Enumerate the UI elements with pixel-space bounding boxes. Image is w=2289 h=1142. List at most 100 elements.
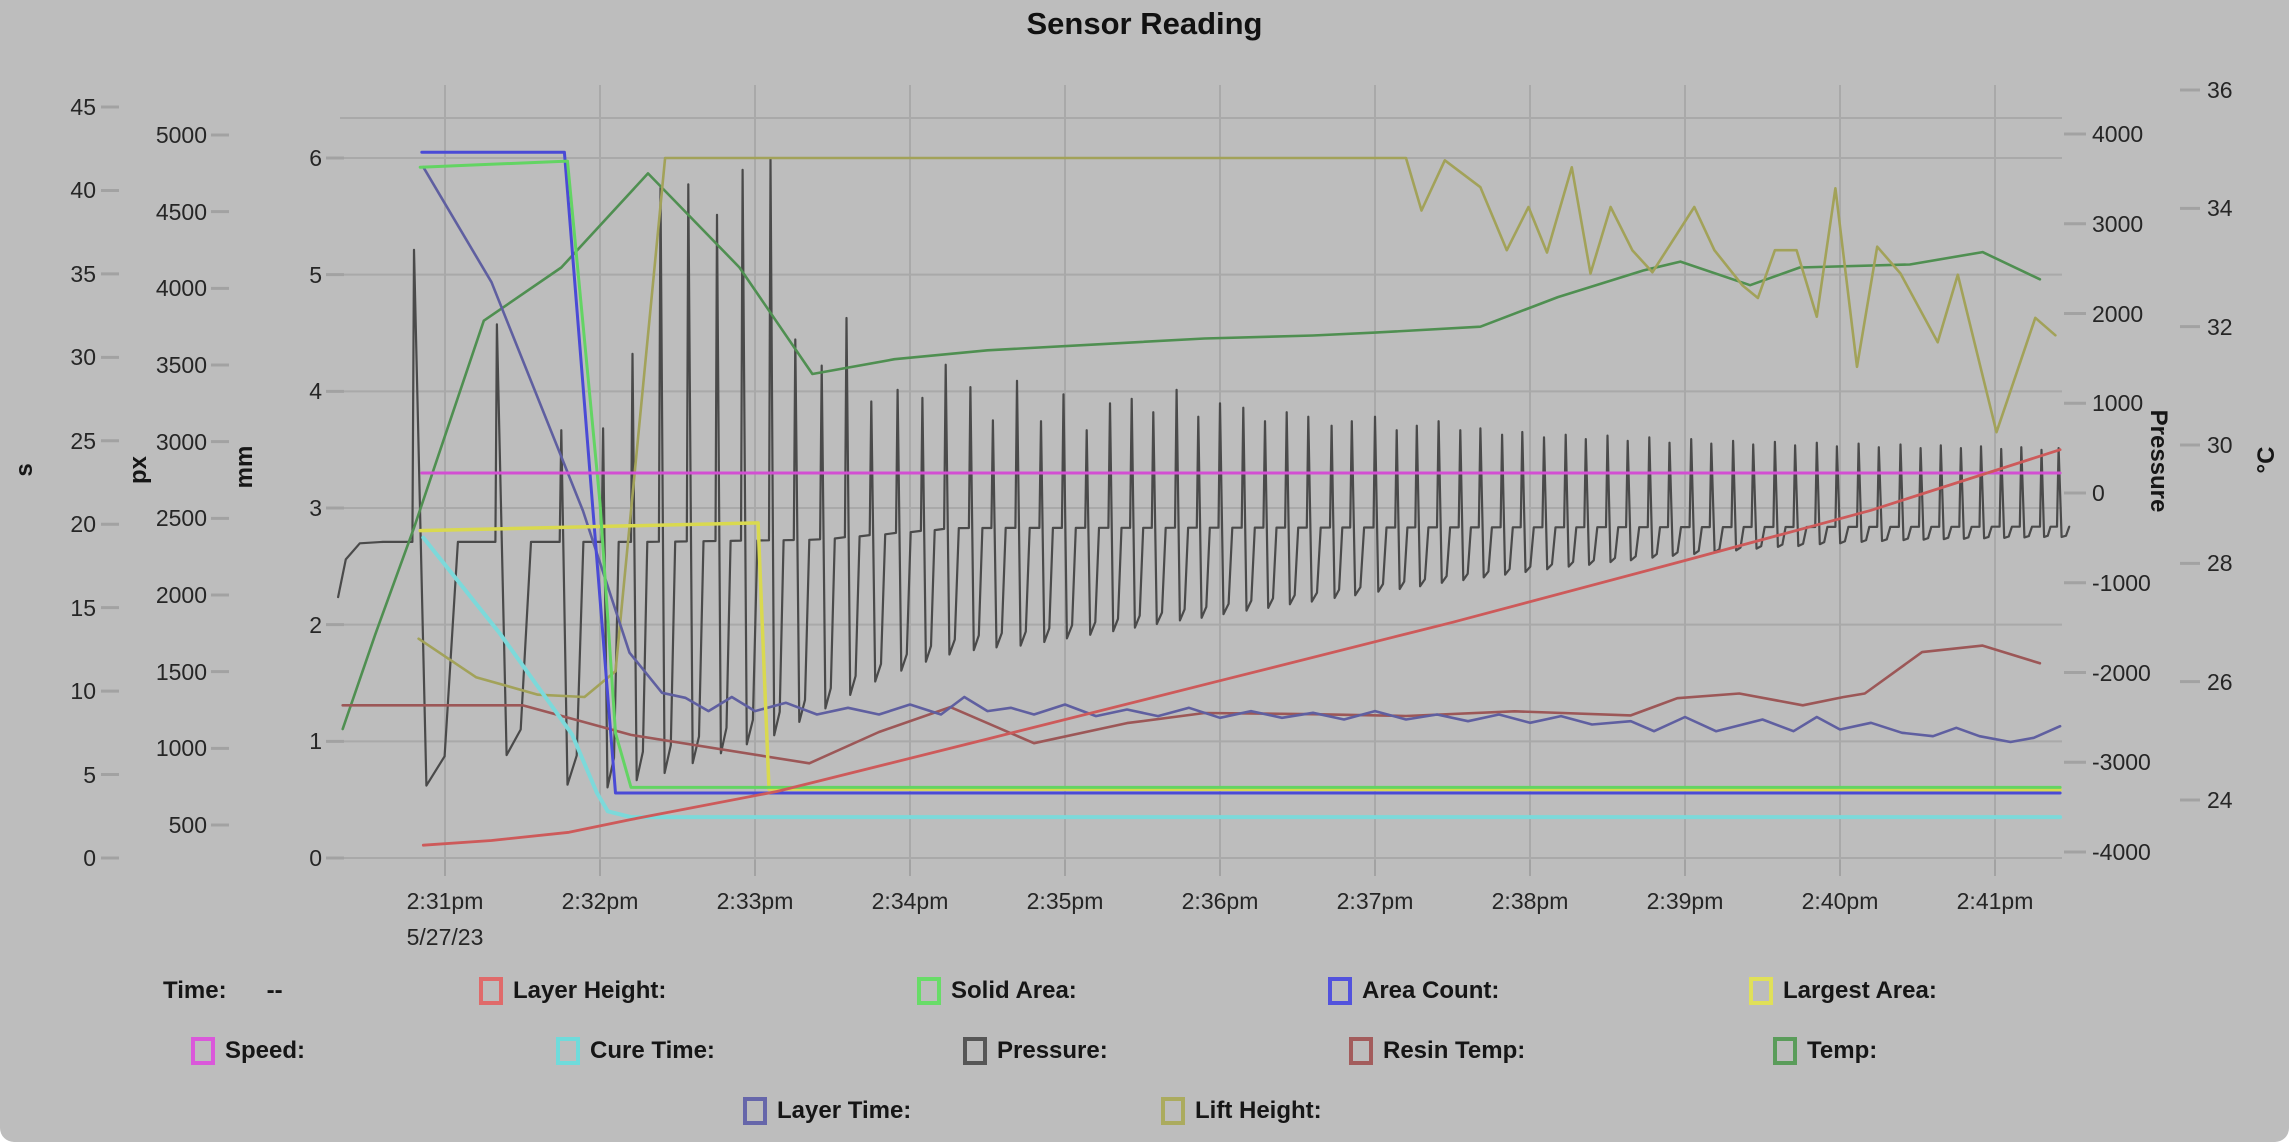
y-tick-label-pressure: -4000 [2092, 839, 2151, 865]
legend-item-largest_area[interactable]: Largest Area: [1749, 976, 1937, 1006]
y-tick-label-pressure: 3000 [2092, 210, 2144, 237]
y-tick-label-px: 500 [168, 812, 207, 838]
legend-label-resin_temp: Resin Temp: [1383, 1037, 1526, 1064]
y-tick-label-px: 5000 [155, 122, 207, 148]
legend-label-area_count: Area Count: [1362, 977, 1500, 1004]
axis-unit-label-px: px [125, 455, 152, 485]
y-tick-label-pressure: 4000 [2092, 121, 2144, 147]
legend-item-solid_area[interactable]: Solid Area: [917, 976, 1077, 1006]
series-line-pressure [337, 158, 2071, 789]
x-tick-label: 2:37pm [1336, 888, 1414, 914]
x-tick-label: 2:38pm [1491, 888, 1569, 914]
y-tick-label-px: 2000 [155, 582, 207, 608]
legend-item-temp[interactable]: Temp: [1773, 1036, 1877, 1066]
series-line-layer_time [421, 165, 2062, 744]
x-tick-label: 2:40pm [1801, 888, 1879, 914]
y-tick-label-s: 30 [70, 344, 96, 371]
y-tick-label-pressure: 2000 [2092, 300, 2144, 327]
legend-label-speed: Speed: [225, 1037, 306, 1064]
legend-swatch-layer_time [743, 1097, 767, 1125]
x-tick-label: 2:33pm [716, 888, 794, 914]
legend-swatch-resin_temp [1349, 1037, 1373, 1065]
y-tick-label-mm: 6 [309, 145, 322, 171]
y-tick-label-s: 5 [83, 761, 96, 788]
legend-label-layer_time: Layer Time: [777, 1097, 912, 1124]
legend-value-time: -- [266, 977, 283, 1004]
legend-item-cure_time[interactable]: Cure Time: [556, 1036, 715, 1066]
series-line-solid_area [418, 159, 2062, 789]
legend-swatch-solid_area [917, 977, 941, 1005]
legend-swatch-speed [191, 1037, 215, 1065]
x-tick-label: 2:39pm [1646, 888, 1724, 914]
y-tick-label-px: 4500 [155, 198, 207, 225]
series-line-layer_height [421, 448, 2062, 847]
y-tick-label-s: 45 [70, 94, 96, 120]
series-line-cure_time [421, 535, 2063, 820]
series-line-resin_temp [341, 644, 2042, 765]
legend-item-resin_temp[interactable]: Resin Temp: [1349, 1036, 1525, 1066]
y-tick-label-pressure: -3000 [2092, 749, 2151, 776]
legend-label-pressure: Pressure: [997, 1037, 1108, 1064]
legend-item-pressure[interactable]: Pressure: [963, 1036, 1108, 1066]
y-tick-label-s: 15 [70, 594, 96, 621]
y-tick-label-s: 35 [70, 260, 96, 287]
y-tick-label-mm: 5 [309, 261, 322, 288]
y-tick-label-mm: 1 [309, 728, 322, 755]
y-tick-label-pressure: 0 [2092, 480, 2105, 506]
y-tick-label-s: 0 [83, 845, 96, 871]
y-tick-label-s: 40 [70, 177, 96, 204]
y-tick-label-px: 2500 [155, 505, 207, 532]
legend-item-area_count[interactable]: Area Count: [1328, 976, 1499, 1006]
axis-unit-label-c: °C [2253, 446, 2280, 474]
y-tick-label-c: 36 [2207, 77, 2233, 103]
legend-swatch-layer_height [479, 977, 503, 1005]
y-tick-label-mm: 4 [309, 378, 322, 405]
legend-label-time: Time: [163, 977, 227, 1004]
legend-item-layer_time[interactable]: Layer Time: [743, 1096, 911, 1126]
legend-swatch-area_count [1328, 977, 1352, 1005]
axis-unit-label-s: s [11, 463, 38, 477]
y-tick-label-s: 25 [70, 427, 96, 454]
legend-item-layer_height[interactable]: Layer Height: [479, 976, 666, 1006]
legend-label-largest_area: Largest Area: [1783, 977, 1937, 1004]
y-tick-label-mm: 2 [309, 611, 322, 638]
x-tick-label: 2:31pm [406, 888, 484, 914]
series-line-lift_height [417, 156, 2057, 699]
legend-label-temp: Temp: [1807, 1037, 1878, 1064]
x-tick-label: 2:35pm [1026, 888, 1104, 914]
legend-item-time[interactable]: Time: -- [163, 976, 283, 1006]
legend-label-cure_time: Cure Time: [590, 1037, 715, 1064]
y-tick-label-s: 10 [70, 678, 96, 705]
legend-item-speed[interactable]: Speed: [191, 1036, 305, 1066]
x-tick-label: 2:34pm [871, 888, 949, 914]
y-tick-label-c: 28 [2207, 550, 2233, 577]
y-tick-label-c: 24 [2207, 787, 2233, 813]
chart-title: Sensor Reading [1026, 6, 1263, 41]
y-tick-label-pressure: -2000 [2092, 659, 2151, 686]
y-tick-label-px: 1500 [155, 658, 207, 685]
x-axis-date-label: 5/27/23 [406, 924, 484, 950]
series-line-largest_area [418, 521, 2062, 792]
legend-label-layer_height: Layer Height: [513, 977, 667, 1004]
y-tick-label-px: 1000 [155, 735, 207, 762]
legend-swatch-pressure [963, 1037, 987, 1065]
series-line-temp [341, 172, 2042, 731]
legend-swatch-cure_time [556, 1037, 580, 1065]
x-tick-label: 2:32pm [561, 888, 639, 914]
legend-swatch-temp [1773, 1037, 1797, 1065]
x-tick-label: 2:36pm [1181, 888, 1259, 914]
legend-item-lift_height[interactable]: Lift Height: [1161, 1096, 1322, 1126]
y-tick-label-mm: 3 [309, 495, 322, 521]
y-tick-label-mm: 0 [309, 845, 322, 871]
y-tick-label-s: 20 [70, 511, 96, 538]
y-tick-label-pressure: 1000 [2092, 390, 2144, 417]
y-tick-label-px: 4000 [155, 275, 207, 302]
y-tick-label-px: 3500 [155, 352, 207, 378]
axis-unit-label-pressure: Pressure [2145, 409, 2172, 513]
y-tick-label-c: 32 [2207, 313, 2233, 340]
y-tick-label-pressure: -1000 [2092, 569, 2151, 596]
y-tick-label-c: 30 [2207, 432, 2233, 458]
y-tick-label-c: 34 [2207, 195, 2233, 222]
